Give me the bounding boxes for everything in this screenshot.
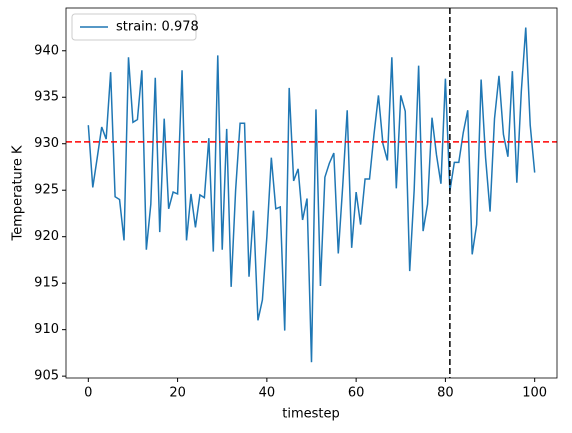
x-tick-label: 0 [84, 386, 92, 401]
y-tick-label: 915 [34, 276, 59, 291]
x-tick-label: 20 [169, 386, 186, 401]
y-tick-label: 930 [34, 136, 59, 151]
plot-frame [65, 7, 558, 379]
legend-box [71, 13, 197, 41]
y-tick-label: 935 [34, 90, 59, 105]
y-tick-label: 910 [34, 322, 59, 337]
legend-label: strain: 0.978 [116, 20, 199, 35]
x-tick-label: 60 [348, 386, 365, 401]
x-axis-label: timestep [282, 407, 340, 422]
x-tick-label: 100 [522, 386, 547, 401]
line [87, 27, 536, 363]
x-tick-label: 80 [437, 386, 454, 401]
y-tick-label: 925 [34, 183, 59, 198]
y-axis-label: Temperature K [11, 145, 26, 241]
y-tick-label: 920 [34, 229, 59, 244]
y-tick-label: 940 [34, 43, 59, 58]
x-tick-label: 40 [259, 386, 276, 401]
y-tick-label: 905 [34, 369, 59, 384]
